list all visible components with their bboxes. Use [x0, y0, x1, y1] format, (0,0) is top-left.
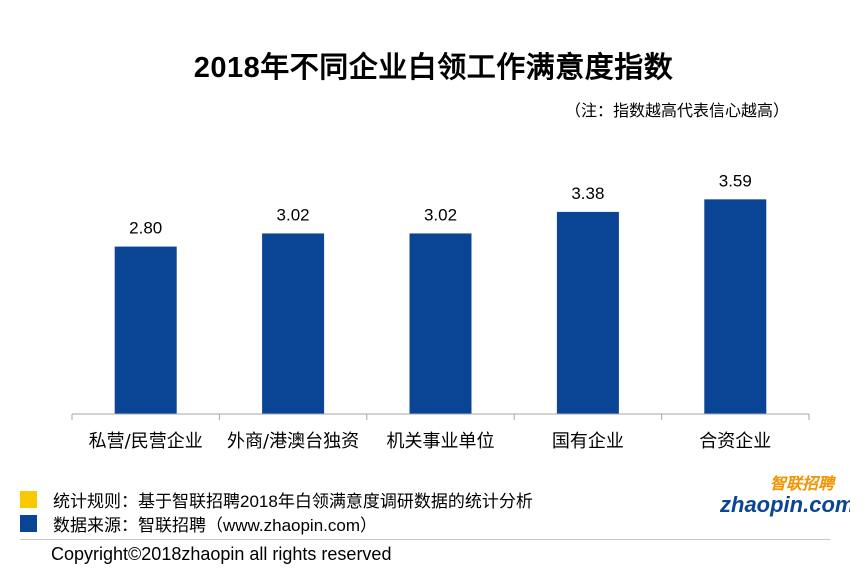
bars-layer: 2.80 3.02 3.02 3.38 3.59 — [114, 171, 767, 414]
logo-chinese-text: 智联招聘 — [770, 474, 837, 493]
footer-rule: 统计规则：基于智联招聘2018年白领满意度调研数据的统计分析 — [20, 487, 533, 512]
source-legend-square — [20, 515, 37, 532]
bar — [704, 199, 767, 414]
x-tick-label: 机关事业单位 — [387, 431, 495, 452]
bar-value-label: 2.80 — [129, 219, 162, 238]
zhaopin-logo: 智联招聘 zhaopin.com — [720, 474, 850, 517]
x-tick-label: 合资企业 — [699, 431, 771, 452]
bar-value-label: 3.59 — [719, 171, 752, 190]
chart-title: 2018年不同企业白领工作满意度指数 — [193, 52, 674, 84]
chart-note: （注：指数越高代表信心越高） — [564, 103, 789, 120]
x-tick-label: 国有企业 — [552, 431, 624, 452]
bar-value-label: 3.02 — [277, 205, 310, 224]
x-tick-label: 外商/港澳台独资 — [227, 431, 359, 452]
footer-source: 数据来源：智联招聘（www.zhaopin.com） — [20, 511, 377, 536]
bar — [409, 233, 472, 414]
footer-divider — [20, 539, 830, 540]
copyright-text: Copyright©2018zhaopin all rights reserve… — [51, 544, 392, 564]
rule-text: 统计规则：基于智联招聘2018年白领满意度调研数据的统计分析 — [53, 492, 533, 511]
source-text: 数据来源：智联招聘（www.zhaopin.com） — [53, 516, 378, 535]
bar-value-label: 3.38 — [571, 184, 604, 203]
x-tick-label: 私营/民营企业 — [89, 431, 203, 452]
axis-layer: 私营/民营企业 外商/港澳台独资 机关事业单位 国有企业 合资企业 — [71, 413, 810, 452]
rule-legend-square — [20, 491, 37, 508]
bar-chart: 2.80 3.02 3.02 3.38 3.59 私营/民营企业 外商/港澳台独资 机关事业… — [71, 171, 810, 452]
bar-value-label: 3.02 — [424, 205, 457, 224]
bar — [556, 211, 619, 414]
logo-domain-text: zhaopin.com — [720, 492, 850, 517]
bar — [262, 233, 325, 414]
bar — [114, 246, 177, 414]
